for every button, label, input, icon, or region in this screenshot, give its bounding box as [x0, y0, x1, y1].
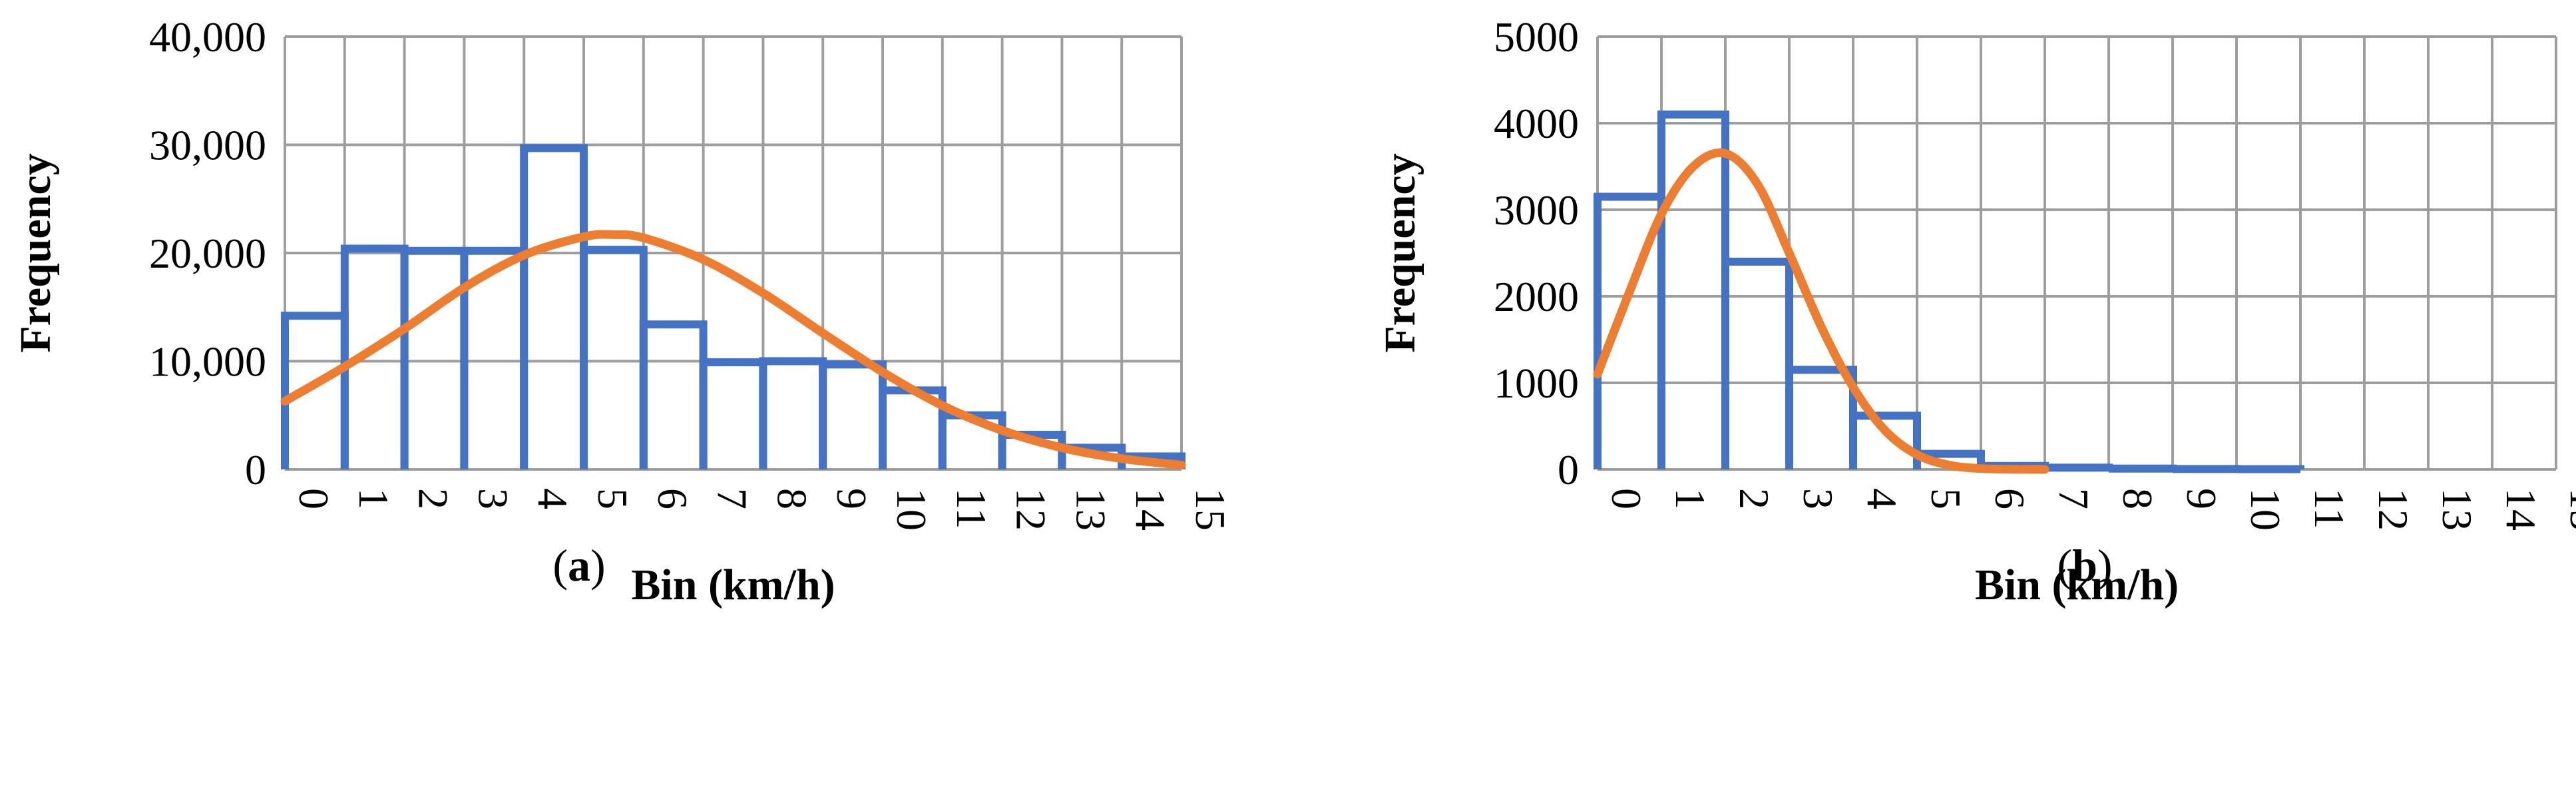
x-tick-label: 15: [2561, 488, 2576, 531]
histogram-bar: [1849, 411, 1921, 469]
x-tick-label: 0: [1603, 488, 1650, 509]
fit-curve: [1593, 148, 2049, 474]
x-tick-label: 3: [469, 488, 517, 509]
x-tick-label: 12: [2370, 488, 2417, 531]
histogram-bar: [759, 357, 827, 469]
y-tick-label: 40,000: [149, 13, 266, 61]
histogram-bar: [819, 360, 887, 469]
y-tick-label: 0: [245, 446, 266, 493]
y-axis-title: Frequency: [11, 153, 60, 352]
y-tick-label: 30,000: [149, 122, 266, 169]
x-tick-label: 4: [529, 488, 576, 509]
y-tick-label: 3000: [1494, 186, 1579, 234]
x-tick-label: 1: [1667, 488, 1714, 509]
y-tick-label: 0: [1558, 446, 1579, 493]
y-tick-label: 1000: [1494, 360, 1579, 407]
x-axis-title: Bin (km/h): [1975, 561, 2179, 609]
histogram-bar: [1913, 449, 1985, 469]
histogram-bar: [580, 246, 648, 469]
histogram-bar: [639, 320, 708, 469]
x-tick-label: 5: [589, 488, 636, 509]
x-tick-label: 11: [2306, 488, 2353, 529]
x-tick-label: 9: [2178, 488, 2225, 509]
panel-label-a: (a): [552, 540, 606, 591]
x-tick-label: 8: [768, 488, 815, 509]
x-tick-label: 15: [1187, 488, 1234, 531]
y-tick-label: 10,000: [149, 338, 266, 386]
x-tick-label: 6: [649, 488, 696, 509]
x-tick-label: 7: [709, 488, 756, 509]
x-tick-label: 10: [2242, 488, 2289, 531]
x-tick-label: 9: [828, 488, 875, 509]
x-tick-label: 8: [2114, 488, 2161, 509]
x-tick-label: 11: [948, 488, 995, 529]
x-tick-label: 10: [888, 488, 935, 531]
y-tick-label: 2000: [1494, 273, 1579, 320]
x-tick-label: 3: [1795, 488, 1842, 509]
x-tick-label: 1: [350, 488, 397, 509]
x-tick-label: 13: [1067, 488, 1114, 531]
y-tick-label: 20,000: [149, 230, 266, 277]
x-tick-label: 2: [410, 488, 457, 509]
histogram-bar: [1785, 366, 1857, 469]
y-tick-label: 4000: [1494, 100, 1579, 147]
x-tick-label: 7: [2050, 488, 2097, 509]
x-axis-title: Bin (km/h): [631, 561, 835, 609]
x-tick-label: 6: [1986, 488, 2034, 509]
x-tick-label: 0: [290, 488, 337, 509]
histogram-bar: [520, 144, 588, 469]
x-tick-label: 14: [2497, 488, 2545, 531]
x-tick-label: 5: [1922, 488, 1970, 509]
x-tick-label: 12: [1008, 488, 1055, 531]
panel-label-b: (b): [2057, 540, 2113, 591]
y-axis-title: Frequency: [1376, 153, 1424, 352]
histogram-bar: [699, 358, 767, 469]
x-tick-label: 13: [2434, 488, 2481, 531]
y-tick-label: 5000: [1494, 13, 1579, 61]
fit-curve: [280, 230, 1186, 469]
x-tick-label: 14: [1127, 488, 1174, 531]
histogram-bar: [2041, 463, 2113, 472]
x-tick-label: 4: [1858, 488, 1906, 509]
histogram-bar: [1721, 258, 1793, 469]
x-tick-label: 2: [1731, 488, 1778, 509]
